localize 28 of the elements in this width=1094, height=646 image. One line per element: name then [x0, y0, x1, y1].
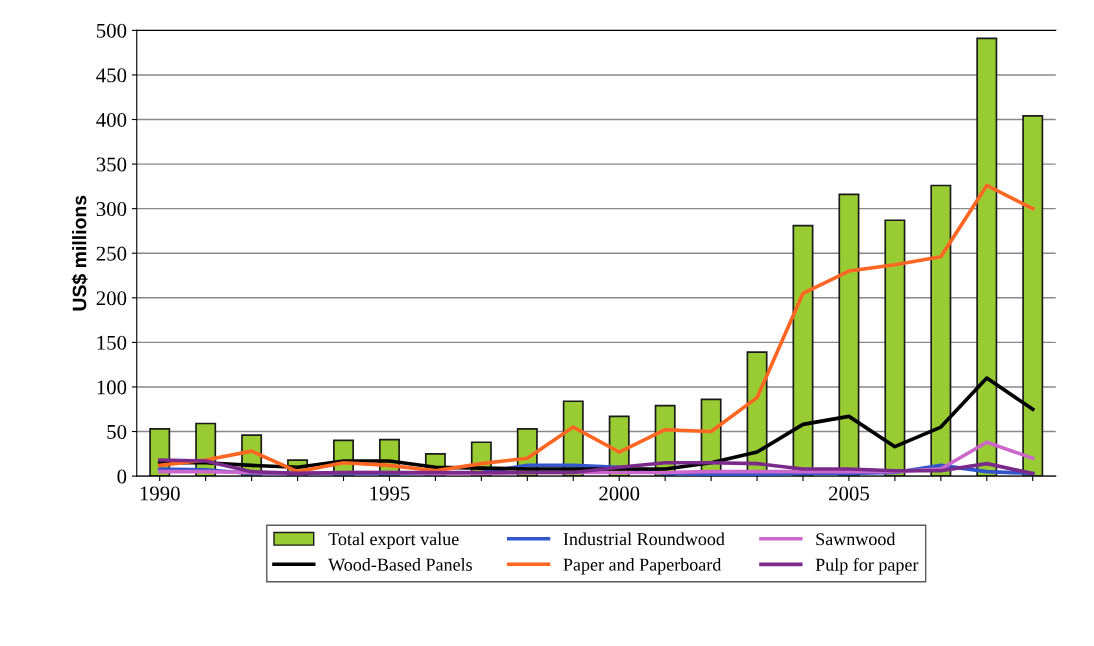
y-tick-label: 150	[97, 335, 127, 350]
bar	[1022, 115, 1044, 477]
y-tick-label: 400	[96, 112, 127, 127]
y-tick-label: 100	[97, 380, 127, 395]
y-tick-label: 50	[107, 424, 127, 439]
legend-label: Industrial Roundwood	[563, 532, 725, 546]
legend-label: Paper and Paperboard	[563, 558, 722, 575]
legend-label: Total export value	[328, 532, 459, 549]
line-series	[157, 458, 1035, 476]
bar	[930, 184, 952, 477]
bar	[884, 219, 906, 477]
x-tick-label: 2000	[599, 486, 640, 501]
y-axis-title: US$ millions	[71, 195, 88, 311]
y-tick-label: 200	[96, 291, 127, 306]
legend-label: Sawnwood	[816, 532, 896, 546]
legend-label: Pulp for paper	[815, 557, 919, 575]
y-tick-label: 450	[96, 68, 127, 83]
y-tick-label: 500	[96, 23, 127, 38]
line-series	[157, 183, 1035, 474]
bar	[976, 37, 998, 477]
y-tick-label: 350	[96, 157, 127, 172]
x-tick-label: 1990	[140, 486, 180, 501]
legend-label: Wood-Based Panels	[328, 558, 472, 571]
x-tick-label: 2005	[829, 486, 869, 501]
y-tick-label: 250	[96, 246, 127, 261]
y-tick-label: 300	[96, 202, 127, 217]
x-tick-label: 1995	[370, 486, 410, 501]
y-tick-label: 0	[117, 469, 127, 484]
